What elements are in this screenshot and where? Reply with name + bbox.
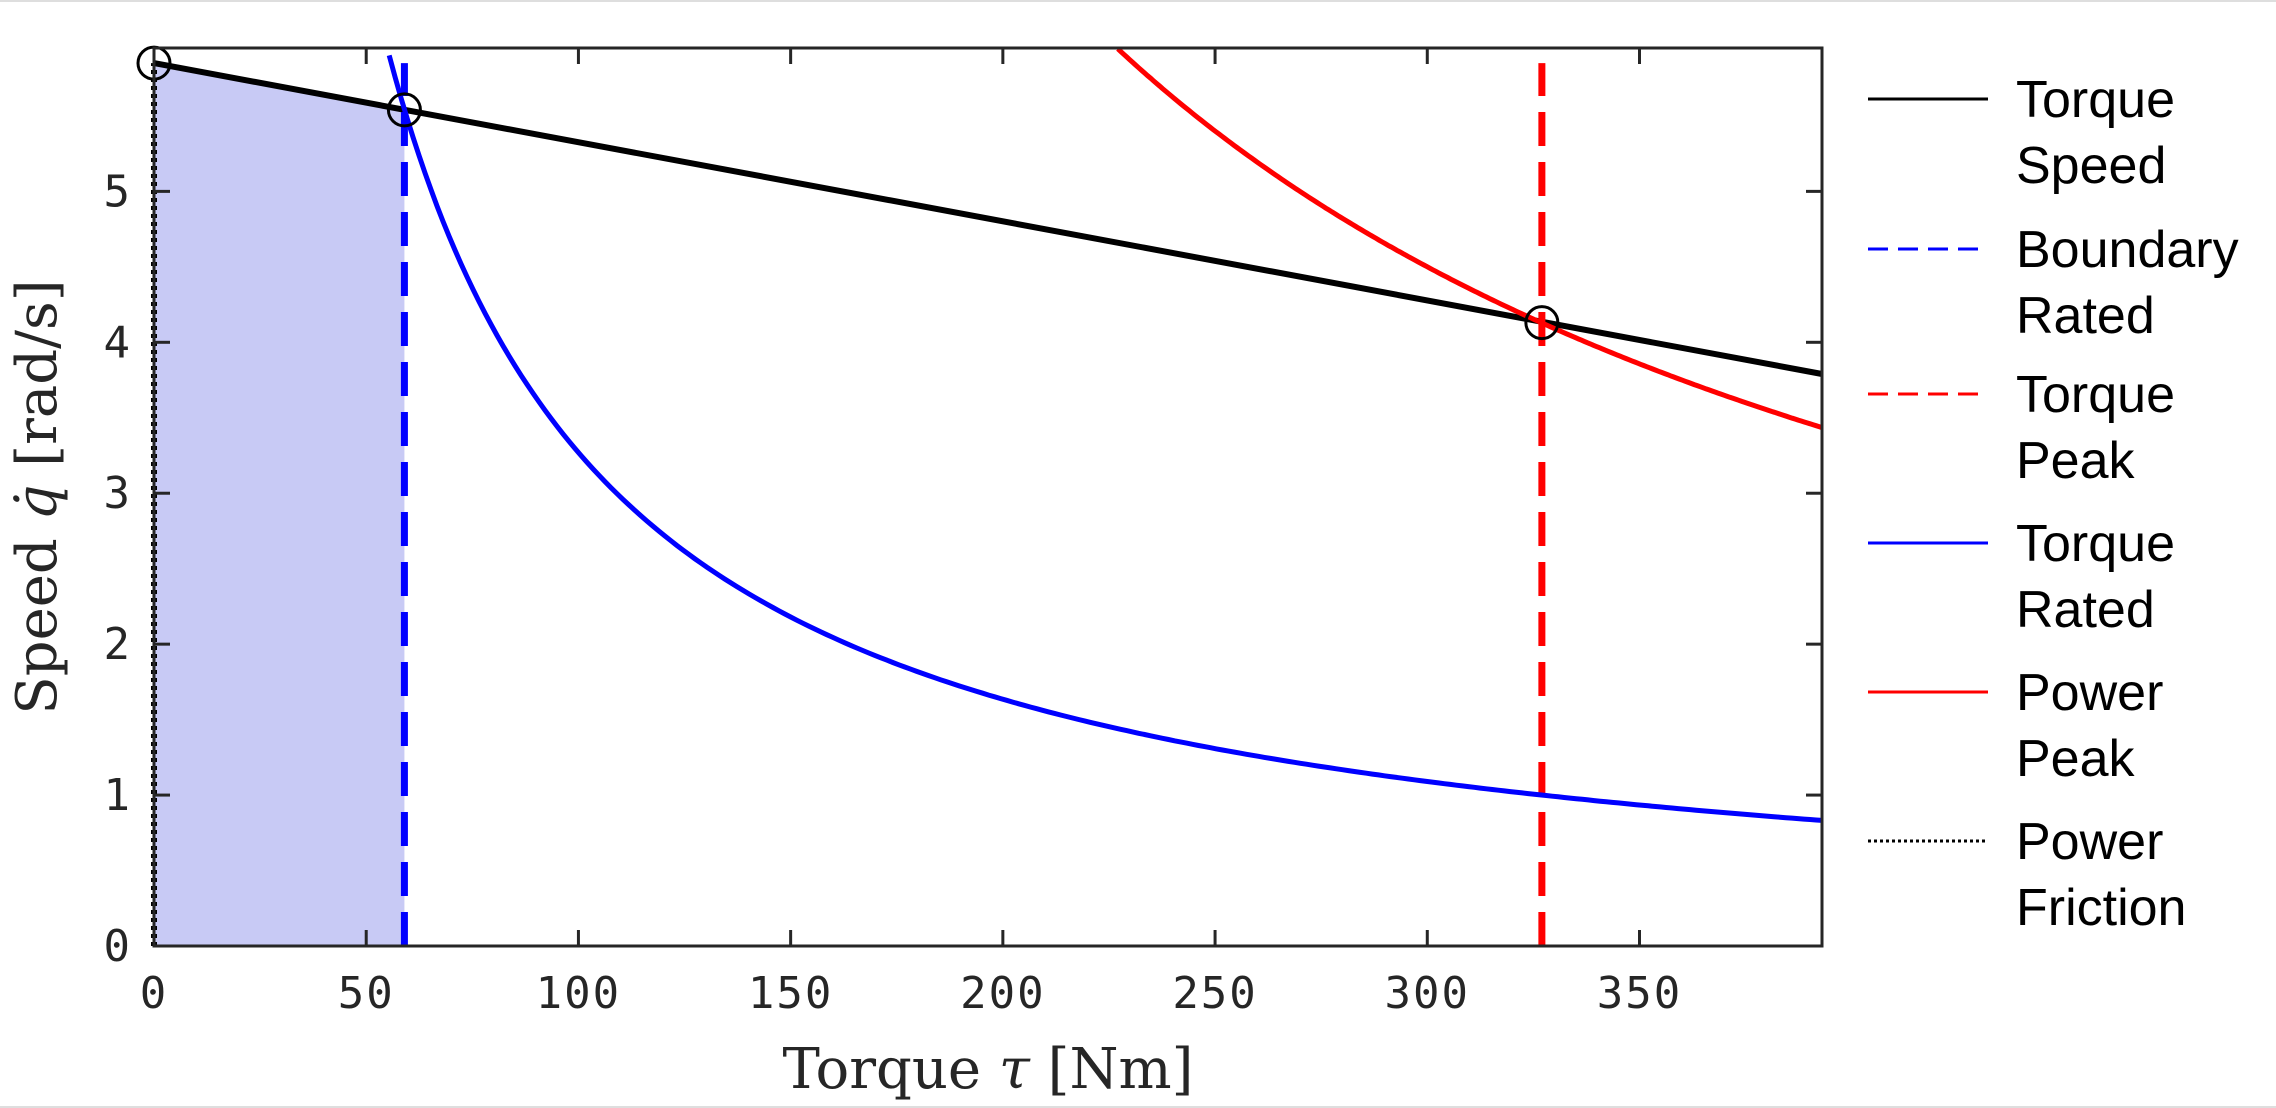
legend-label-rated_boundary-1: Boundary xyxy=(2016,221,2239,279)
shaded-operating-region xyxy=(154,63,405,947)
y-tick-label: 2 xyxy=(104,619,133,670)
legend-label-torque_speed-2: Speed xyxy=(2016,137,2166,195)
series-rated_power xyxy=(386,54,1823,823)
legend-label-peak_torque-2: Peak xyxy=(2016,432,2136,490)
y-tick-label: 1 xyxy=(104,770,133,821)
legend-label-friction-1: Power xyxy=(2016,813,2163,871)
plot-area: 0 50 100 150 200 250 300 350 0 1 2 3 4 5 xyxy=(104,45,1824,1019)
legend-entry-peak_power: Power Peak xyxy=(1868,664,2163,788)
x-tick-label: 50 xyxy=(338,968,395,1019)
x-axis-label-symbol: τ xyxy=(999,1037,1031,1102)
x-tick-label: 350 xyxy=(1597,968,1682,1019)
legend-entry-torque_speed: Torque Speed xyxy=(1868,71,2175,195)
x-tick-label: 300 xyxy=(1385,968,1470,1019)
legend-label-torque_speed-1: Torque xyxy=(2016,71,2175,129)
shade-layer xyxy=(154,63,405,947)
y-tick-label: 3 xyxy=(104,468,133,519)
x-tick-label: 0 xyxy=(140,968,169,1019)
y-tick-label: 0 xyxy=(104,921,133,972)
y-tick-label: 4 xyxy=(104,317,133,368)
y-axis-label: Speed q̇ [rad/s] xyxy=(5,279,70,714)
y-axis-label-unit: [rad/s] xyxy=(5,279,70,466)
x-tick-label: 200 xyxy=(960,968,1045,1019)
marker-circle-2 xyxy=(386,92,422,128)
x-tick-label: 100 xyxy=(536,968,621,1019)
legend-entry-peak_torque: Torque Peak xyxy=(1868,366,2175,490)
legend-label-peak_power-1: Power xyxy=(2016,664,2163,722)
legend-entry-friction: Power Friction xyxy=(1868,813,2186,937)
axes-box xyxy=(152,46,1824,948)
legend-label-rated_boundary-2: Rated xyxy=(2016,287,2155,345)
x-tick-label: 250 xyxy=(1172,968,1257,1019)
tick-layer: 0 50 100 150 200 250 300 350 0 1 2 3 4 5 xyxy=(104,48,1822,1019)
legend-entry-rated_power: Torque Rated xyxy=(1868,515,2175,639)
legend: TorqueSpeedBoundaryRatedTorquePeakTorque… xyxy=(1868,71,2239,937)
legend-label-peak_torque-1: Torque xyxy=(2016,366,2175,424)
series-peak_power xyxy=(1116,47,1823,430)
legend-label-peak_power-2: Peak xyxy=(2016,730,2136,788)
legend-label-rated_power-1: Torque xyxy=(2016,515,2175,573)
legend-label-rated_power-2: Rated xyxy=(2016,581,2155,639)
marker-circle-3 xyxy=(1524,305,1560,341)
x-tick-label: 150 xyxy=(748,968,833,1019)
legend-label-friction-2: Friction xyxy=(2016,879,2186,937)
y-axis-label-symbol: q̇ xyxy=(5,485,70,521)
x-axis-label-unit: [Nm] xyxy=(1048,1037,1194,1102)
x-axis-label: Torque τ [Nm] xyxy=(783,1037,1194,1102)
x-axis-label-text: Torque xyxy=(783,1037,982,1102)
legend-entry-rated_boundary: Boundary Rated xyxy=(1868,221,2239,345)
y-axis-label-text: Speed xyxy=(5,538,70,714)
y-tick-label: 5 xyxy=(104,166,133,217)
